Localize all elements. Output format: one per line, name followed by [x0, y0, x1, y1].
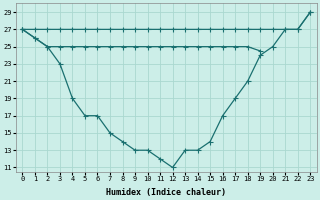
X-axis label: Humidex (Indice chaleur): Humidex (Indice chaleur)	[106, 188, 226, 197]
